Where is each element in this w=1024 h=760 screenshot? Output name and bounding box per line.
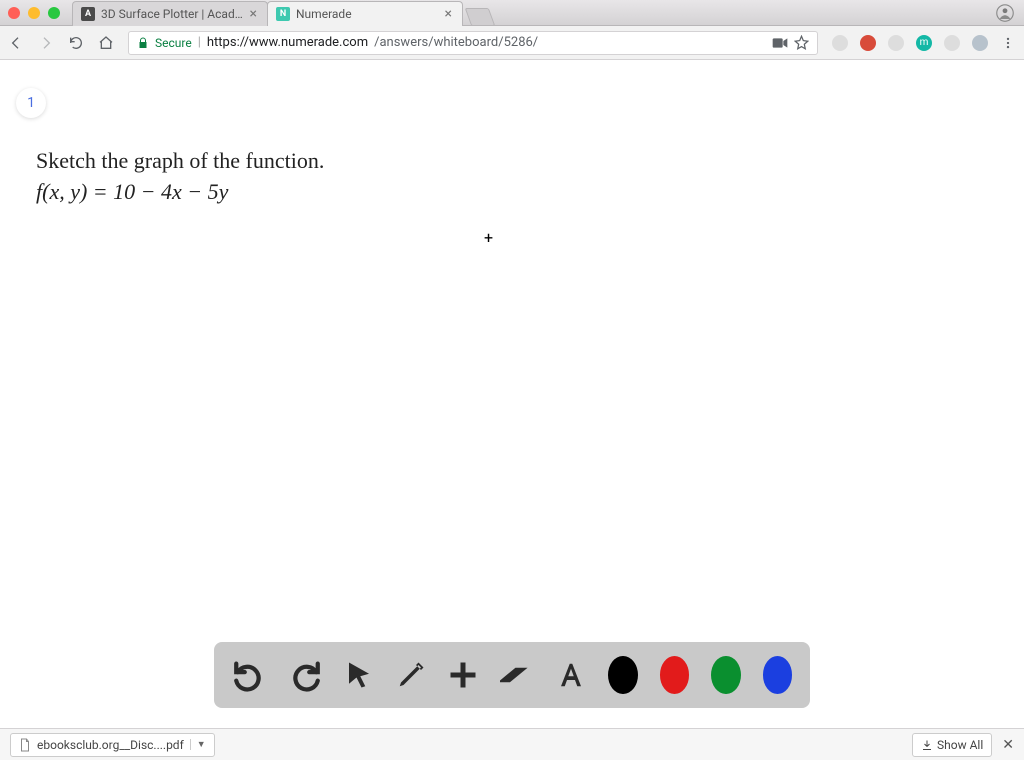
download-filename: ebooksclub.org__Disc....pdf (37, 738, 184, 752)
text-tool[interactable] (556, 657, 586, 693)
tab-favicon: N (276, 7, 290, 21)
crosshair-cursor-icon: + (484, 228, 493, 247)
lock-icon (137, 37, 149, 49)
tab-strip: A 3D Surface Plotter | Academo × N Numer… (72, 0, 492, 26)
add-tool[interactable] (448, 657, 478, 693)
redo-button[interactable] (288, 657, 322, 693)
download-icon (921, 739, 933, 751)
pencil-tool[interactable] (396, 657, 426, 693)
show-all-downloads-button[interactable]: Show All (912, 733, 992, 757)
close-downloads-bar[interactable]: ✕ (1002, 737, 1014, 753)
back-button[interactable] (8, 35, 24, 51)
address-bar: Secure | https://www.numerade.com/answer… (0, 26, 1024, 60)
new-tab-button[interactable] (465, 8, 496, 26)
whiteboard-toolbar (214, 642, 810, 708)
browser-tab[interactable]: A 3D Surface Plotter | Academo × (72, 1, 268, 26)
file-icon (19, 738, 31, 752)
tab-close-icon[interactable]: × (443, 6, 454, 22)
chevron-down-icon[interactable]: ▼ (190, 739, 206, 750)
tab-title: Numerade (296, 7, 443, 21)
extension-icon[interactable]: m (916, 35, 932, 51)
question-formula: f(x, y) = 10 − 4x − 5y (36, 177, 324, 208)
eraser-tool[interactable] (500, 657, 534, 693)
secure-label: Secure (155, 36, 192, 50)
extension-icon[interactable] (972, 35, 988, 51)
extension-icons: m (832, 35, 1016, 51)
downloads-bar: ebooksclub.org__Disc....pdf ▼ Show All ✕ (0, 728, 1024, 760)
window-title-bar: A 3D Surface Plotter | Academo × N Numer… (0, 0, 1024, 26)
forward-button[interactable] (38, 35, 54, 51)
question-prompt: Sketch the graph of the function. (36, 146, 324, 177)
show-all-label: Show All (937, 738, 983, 752)
reload-button[interactable] (68, 35, 84, 51)
star-icon[interactable] (794, 35, 809, 50)
camera-icon[interactable] (772, 37, 788, 49)
extension-icon[interactable] (832, 35, 848, 51)
page-viewport: 1 Sketch the graph of the function. f(x,… (0, 60, 1024, 728)
omnibox[interactable]: Secure | https://www.numerade.com/answer… (128, 31, 818, 55)
page-number-chip[interactable]: 1 (16, 88, 46, 118)
profile-icon[interactable] (996, 4, 1014, 22)
home-button[interactable] (98, 35, 114, 51)
extension-icon[interactable] (860, 35, 876, 51)
traffic-lights (8, 7, 60, 19)
menu-icon[interactable] (1000, 35, 1016, 51)
pointer-tool[interactable] (344, 657, 374, 693)
tab-close-icon[interactable]: × (248, 6, 259, 22)
color-blue[interactable] (763, 656, 793, 694)
tab-title: 3D Surface Plotter | Academo (101, 7, 248, 21)
color-black[interactable] (608, 656, 638, 694)
question-block: Sketch the graph of the function. f(x, y… (36, 146, 324, 208)
color-red[interactable] (660, 656, 690, 694)
undo-button[interactable] (232, 657, 266, 693)
favicon-letter: A (85, 9, 91, 19)
color-green[interactable] (711, 656, 741, 694)
minimize-window-button[interactable] (28, 7, 40, 19)
download-item[interactable]: ebooksclub.org__Disc....pdf ▼ (10, 733, 215, 757)
close-window-button[interactable] (8, 7, 20, 19)
browser-tab-active[interactable]: N Numerade × (267, 1, 463, 26)
url-path: /answers/whiteboard/5286/ (374, 35, 538, 50)
tab-favicon: A (81, 7, 95, 21)
favicon-letter: N (280, 9, 286, 19)
extension-icon[interactable] (888, 35, 904, 51)
maximize-window-button[interactable] (48, 7, 60, 19)
extension-icon[interactable] (944, 35, 960, 51)
url-host: https://www.numerade.com (207, 35, 368, 50)
